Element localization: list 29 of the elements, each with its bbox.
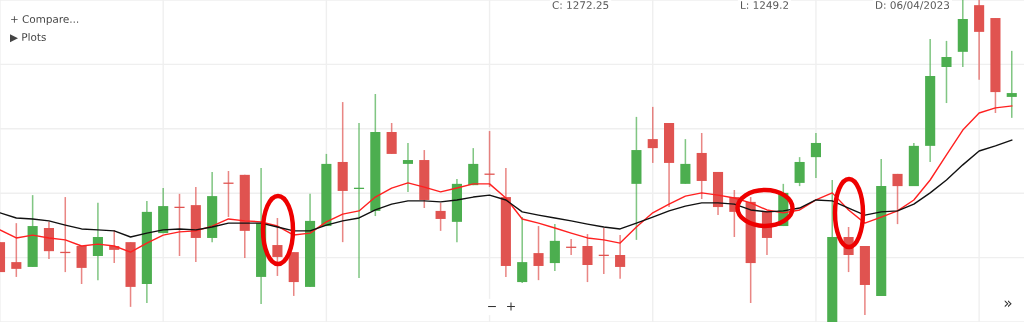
candlestick [892,173,903,225]
annotation: + Compare... [11,15,79,26]
candlestick [810,132,821,179]
candlestick [11,222,22,278]
candlestick [680,138,691,185]
candlestick [1006,50,1017,119]
annotation: » [1004,300,1012,308]
candlestick [76,245,87,285]
candlestick [794,156,805,187]
candlestick [533,225,544,281]
candlestick [92,202,103,281]
candlestick [615,234,626,280]
candlestick [468,147,479,186]
candlestick [435,202,446,232]
annotation: C: 1272.25 [552,1,609,10]
candlestick [517,216,528,284]
annotation: L: 1249.2 [741,1,789,10]
candlestick [272,217,283,277]
candlestick [941,40,952,104]
candlestick [43,221,55,260]
annotation: ▶ Plots [10,32,46,43]
annotation: D: 06/04/2023 [876,1,950,10]
candlestick [402,142,414,193]
candlestick [647,106,658,164]
candlestick [386,122,397,155]
candlestick [582,233,593,283]
annotation: + [507,302,515,311]
annotation: − [488,306,496,308]
candlestick [549,223,560,272]
